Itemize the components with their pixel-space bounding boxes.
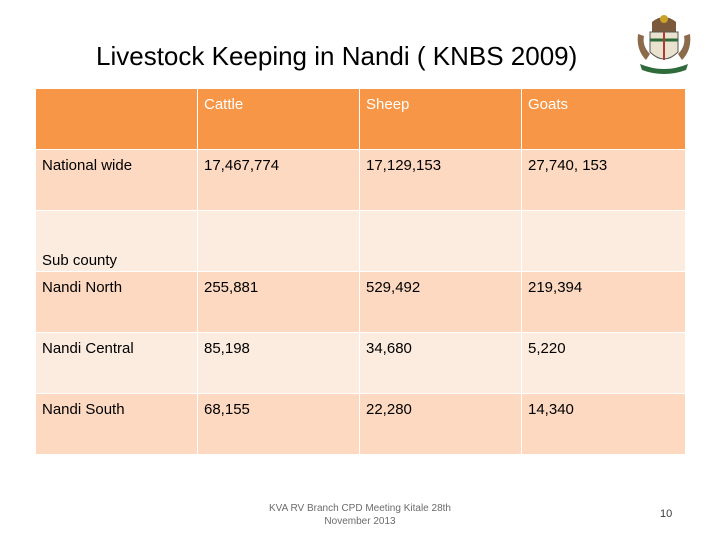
table-row: Nandi Central 85,198 34,680 5,220 [36,333,686,394]
row-label: Sub county [36,211,198,272]
table-row: Sub county [36,211,686,272]
cattle-value: 255,881 [198,272,360,333]
row-label: Nandi North [36,272,198,333]
sheep-value [360,211,522,272]
page-number: 10 [660,508,673,520]
sheep-value: 22,280 [360,394,522,455]
row-label: Nandi South [36,394,198,455]
table-row: National wide 17,467,774 17,129,153 27,7… [36,150,686,211]
header-goats: Goats [522,89,686,150]
goats-value: 27,740, 153 [522,150,686,211]
goats-value [522,211,686,272]
cattle-value: 85,198 [198,333,360,394]
table-row: Nandi North 255,881 529,492 219,394 [36,272,686,333]
cattle-value [198,211,360,272]
slide-footer: KVA RV Branch CPD Meeting Kitale 28th No… [250,502,470,528]
row-label: Nandi Central [36,333,198,394]
footer-line: November 2013 [324,516,396,527]
footer-line: KVA RV Branch CPD Meeting Kitale 28th [269,503,451,514]
sheep-value: 529,492 [360,272,522,333]
goats-value: 14,340 [522,394,686,455]
sheep-value: 17,129,153 [360,150,522,211]
goats-value: 5,220 [522,333,686,394]
table-header-row: Cattle Sheep Goats [36,89,686,150]
row-label: National wide [36,150,198,211]
header-cell [36,89,198,150]
cattle-value: 68,155 [198,394,360,455]
sheep-value: 34,680 [360,333,522,394]
coat-of-arms-icon [637,15,691,74]
header-cattle: Cattle [198,89,360,150]
slide-title: Livestock Keeping in Nandi ( KNBS 2009) [96,41,578,71]
table-row: Nandi South 68,155 22,280 14,340 [36,394,686,455]
header-sheep: Sheep [360,89,522,150]
livestock-table: Cattle Sheep Goats National wide 17,467,… [36,89,686,455]
goats-value: 219,394 [522,272,686,333]
cattle-value: 17,467,774 [198,150,360,211]
